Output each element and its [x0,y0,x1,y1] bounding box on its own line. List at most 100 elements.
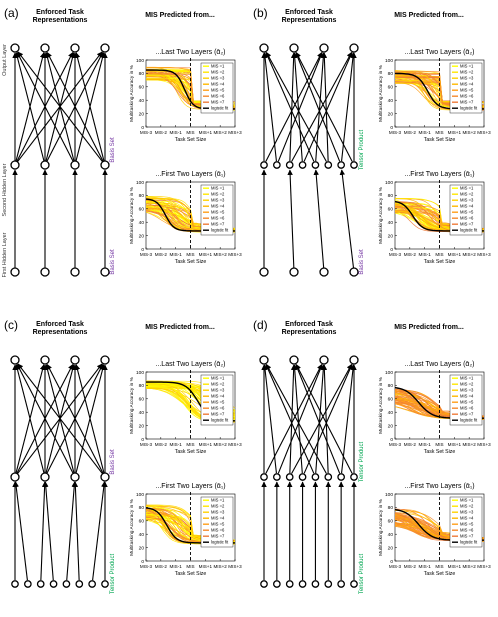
x-tick-label: MIS+1 [448,130,462,135]
y-tick-label: 40 [139,220,145,226]
x-tick-label: MIS-3 [140,130,153,135]
legend-entry: MIS =4 [460,516,474,521]
x-tick-label: MIS+2 [213,442,227,447]
network-edge [341,52,356,162]
legend-entry: MIS =4 [211,204,225,209]
network-edge [295,363,353,474]
legend-entry: MIS =2 [460,504,474,509]
x-tick-label: MIS-3 [140,564,153,569]
panel-letter: (c) [4,318,18,332]
x-tick-label: MIS [186,130,194,135]
y-tick-label: 0 [390,437,393,443]
x-tick-label: MIS+3 [228,564,242,569]
y-tick-label: 40 [388,220,394,226]
network-edge [295,52,341,162]
network-node [350,473,358,481]
x-tick-label: MIS-1 [170,130,183,135]
legend-entry: MIS =2 [211,70,225,75]
network-edge [341,364,356,474]
y-tick-label: 60 [388,397,394,403]
y-tick-label: 80 [388,505,394,511]
y-tick-label: 0 [141,125,144,131]
network-edge [74,364,105,474]
chart-title: ...First Two Layers (ᾱ₁) [404,483,474,490]
legend-entry: MIS =3 [460,76,474,81]
network-edge [277,52,323,162]
legend-entry: MIS =5 [211,210,225,215]
network-edge [265,364,315,474]
network-node [298,473,307,481]
x-tick-label: MIS+1 [448,252,462,257]
x-tick-label: MIS-3 [389,564,402,569]
legend-entry: MIS =7 [460,534,474,539]
network-node [88,580,96,588]
legend-entry: MIS =2 [460,382,474,387]
x-tick-label: MIS+2 [462,130,476,135]
legend-entry: MIS =7 [460,222,474,227]
y-axis-label: Multitasking Accuracy in % [378,498,384,556]
network-node [100,472,110,482]
y-tick-label: 20 [139,545,145,551]
x-tick-label: MIS-3 [140,442,153,447]
legend-entry: MIS =5 [460,88,474,93]
network-edge [295,364,341,474]
x-tick-label: MIS-2 [404,564,417,569]
network-node [259,43,269,53]
network-node [273,580,281,588]
network-node [70,267,80,277]
x-tick-label: MIS-3 [389,130,402,135]
x-tick-label: MIS+3 [228,442,242,447]
x-tick-label: MIS-1 [170,252,183,257]
network-node [260,473,268,481]
panel-letter: (b) [253,6,268,20]
y-tick-label: 100 [136,370,144,376]
y-tick-label: 40 [388,532,394,538]
layer-label: Output Layer [2,44,8,76]
y-tick-label: 20 [388,545,394,551]
legend-entry: MIS =5 [211,88,225,93]
y-tick-label: 40 [388,98,394,104]
network-edge [313,169,325,269]
x-tick-label: MIS [186,564,194,569]
layer-label: First Hidden Layer [2,232,8,277]
legend-entry: MIS =1 [211,376,225,381]
legend-entry: MIS =7 [211,412,225,417]
x-tick-label: MIS+2 [462,252,476,257]
network-edge [46,51,104,162]
representation-label: Basis Set [110,449,116,475]
y-tick-label: 60 [388,85,394,91]
legend-entry: MIS =1 [460,64,474,69]
network-node [337,580,345,588]
chart-title: ...Last Two Layers (ᾱ₂) [404,361,474,368]
y-tick-label: 20 [139,111,145,117]
legend-entry: MIS =3 [211,510,225,515]
layer-label: Second Hidden Layer [2,163,8,216]
legend-entry: MIS =6 [460,528,474,533]
enforced-title: Representations [33,329,88,336]
network-edge [13,481,28,581]
network-edge [291,52,303,162]
network-node [285,473,294,481]
y-tick-label: 20 [388,233,394,239]
x-tick-label: MIS [186,252,194,257]
network-node [350,580,358,588]
network-edge [265,52,315,162]
y-tick-label: 60 [388,207,394,213]
y-tick-label: 60 [139,207,145,213]
x-tick-label: MIS+3 [477,130,491,135]
x-tick-label: MIS-3 [389,252,402,257]
legend-entry: MIS =7 [211,100,225,105]
x-tick-label: MIS-2 [404,252,417,257]
legend-entry: MIS =2 [211,382,225,387]
network-node [319,43,329,53]
legend-entry: MIS =3 [460,198,474,203]
y-axis-label: Multitasking Accuracy in % [378,376,384,434]
network-node [40,355,50,365]
y-tick-label: 80 [139,505,145,511]
y-tick-label: 80 [388,383,394,389]
legend-entry: logistic fit [460,418,478,423]
x-axis-label: Task Set Size [424,449,456,455]
network-node [324,473,333,481]
